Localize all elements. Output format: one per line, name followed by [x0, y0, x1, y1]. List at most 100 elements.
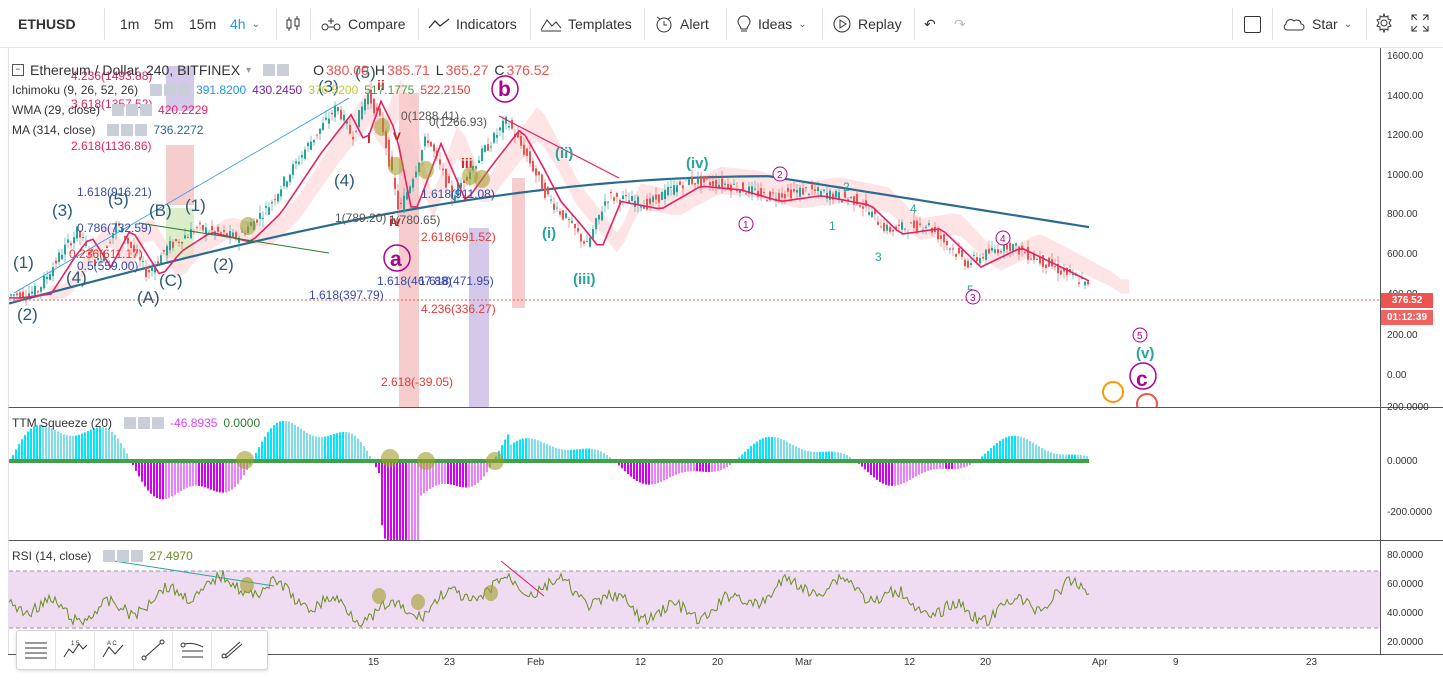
candle-body [811, 184, 813, 190]
candle-body [499, 127, 501, 131]
templates-button[interactable]: Templates [540, 0, 632, 48]
candle-body [310, 141, 312, 150]
chart-type-button[interactable] [284, 0, 302, 48]
replay-button[interactable]: Replay [832, 0, 902, 48]
rsi-chart[interactable] [9, 541, 1381, 654]
wave-label: iii [461, 155, 473, 171]
candle-body [268, 207, 270, 215]
candle-body [148, 270, 150, 273]
maximize-button[interactable] [1411, 0, 1429, 48]
horizontal-lines-tool[interactable] [17, 631, 56, 669]
open-value: 380.00 [326, 62, 369, 78]
elliott-impulse-tool[interactable]: 1 5 [56, 631, 95, 669]
undo-button[interactable]: ↶ [924, 0, 936, 48]
squeeze-bar [672, 461, 674, 477]
star-button[interactable]: Star ⌄ [1282, 0, 1352, 48]
replay-label: Replay [858, 16, 902, 32]
compare-button[interactable]: Compare [320, 0, 406, 48]
candle-body [577, 228, 579, 232]
collapse-icon[interactable]: − [12, 64, 24, 76]
squeeze-bar [510, 444, 512, 461]
rsi-axis[interactable]: 80.0000 60.0000 40.0000 20.0000 [1380, 540, 1443, 654]
squeeze-bar [660, 461, 662, 482]
eye-icon[interactable] [107, 124, 120, 136]
gear-icon[interactable] [277, 64, 290, 76]
trend-line-tool[interactable] [134, 631, 173, 669]
alert-button[interactable]: Alert [654, 0, 709, 48]
chevron-down-icon[interactable]: ⌄ [798, 18, 807, 30]
squeeze-bar [597, 450, 599, 461]
squeeze-bar [414, 461, 416, 540]
interval-5m-button[interactable]: 5m [154, 0, 173, 48]
main-chart-pane[interactable]: 4.236(1493.88)3.618(1357.52)2.618(1136.8… [8, 48, 1381, 407]
candle-body [1078, 282, 1080, 284]
time-axis[interactable] [8, 654, 1443, 682]
divider [914, 8, 915, 40]
interval-4h-button[interactable]: 4h ⌄ [230, 0, 260, 48]
time-tick: Apr [1092, 657, 1108, 668]
eye-icon[interactable] [124, 417, 137, 429]
rsi-line [9, 570, 1090, 628]
close-icon[interactable] [131, 550, 144, 562]
chevron-down-icon[interactable]: ⌄ [1343, 18, 1353, 30]
eye-icon[interactable] [112, 104, 125, 116]
candle-body [307, 142, 309, 147]
wave-label: 1 [829, 219, 836, 233]
candle-body [919, 223, 921, 225]
pitchfork-tool[interactable] [173, 631, 212, 669]
candle-body [718, 184, 720, 188]
chevron-down-icon[interactable]: ▾ [246, 64, 252, 76]
squeeze-bar [519, 439, 521, 461]
squeeze-bar [906, 461, 908, 482]
eye-icon[interactable] [263, 64, 276, 76]
squeeze-bar [948, 461, 950, 469]
squeeze-chart[interactable] [9, 408, 1381, 540]
candle-body [592, 229, 594, 239]
squeeze-axis[interactable]: 200.0000 0.0000 -200.0000 [1380, 402, 1443, 540]
squeeze-bar [1080, 454, 1082, 461]
chevron-down-icon[interactable]: ⌄ [251, 18, 260, 30]
highlight-ellipse [388, 157, 404, 175]
close-icon[interactable] [135, 124, 148, 136]
gear-icon[interactable] [117, 550, 130, 562]
close-icon[interactable] [140, 104, 153, 116]
interval-1m-button[interactable]: 1m [120, 0, 139, 48]
wave-label: 3 [970, 293, 976, 304]
symbol-title: Ethereum / Dollar, 240, BITFINEX [30, 62, 241, 78]
close-icon[interactable] [178, 84, 191, 96]
redo-button[interactable]: ↷ [954, 0, 966, 48]
candle-body [361, 106, 363, 120]
symbol-search[interactable]: ETHUSD [18, 0, 76, 48]
indicator-value: 27.4970 [149, 549, 193, 563]
gear-icon[interactable] [121, 124, 134, 136]
squeeze-bar [285, 420, 287, 461]
gear-icon[interactable] [126, 104, 139, 116]
candle-body [40, 286, 42, 292]
wave-label: (B) [149, 201, 172, 220]
squeeze-pane[interactable] [8, 407, 1380, 540]
gear-icon[interactable] [164, 84, 177, 96]
settings-button[interactable] [1374, 0, 1394, 48]
ideas-button[interactable]: Ideas ⌄ [736, 0, 807, 48]
candle-body [910, 222, 912, 224]
eye-icon[interactable] [150, 84, 163, 96]
squeeze-bar [231, 461, 233, 490]
close-icon[interactable] [152, 417, 165, 429]
candle-body [100, 261, 102, 263]
candle-body [373, 98, 375, 114]
elliott-correction-tool[interactable]: A C [95, 631, 134, 669]
squeeze-bar [480, 461, 482, 480]
candle-body [394, 177, 396, 190]
candle-body [757, 190, 759, 197]
fullscreen-layout-button[interactable] [1244, 0, 1261, 48]
squeeze-bar [543, 442, 545, 461]
gear-icon[interactable] [138, 417, 151, 429]
price-chart[interactable]: 4.236(1493.88)3.618(1357.52)2.618(1136.8… [9, 48, 1381, 407]
rsi-pane[interactable] [8, 540, 1381, 654]
indicators-button[interactable]: Indicators [428, 0, 517, 48]
interval-15m-button[interactable]: 15m [189, 0, 216, 48]
eye-icon[interactable] [103, 550, 116, 562]
price-axis[interactable]: 1600.00 1400.00 1200.00 1000.00 800.00 6… [1380, 48, 1443, 407]
ray-tool[interactable] [212, 631, 250, 669]
squeeze-bar [99, 427, 101, 461]
